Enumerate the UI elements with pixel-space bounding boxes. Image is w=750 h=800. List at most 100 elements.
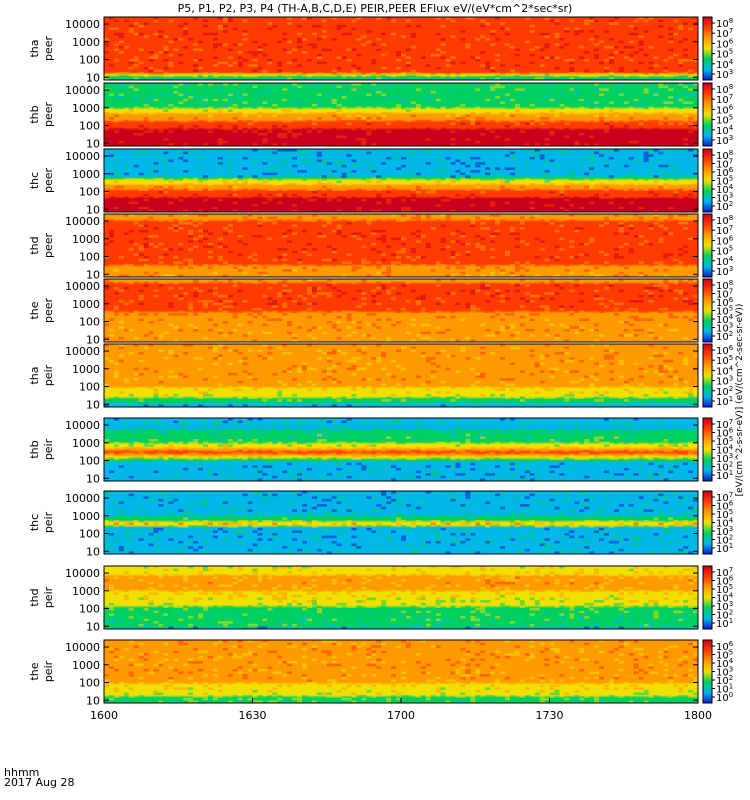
- y-tick-label: 10000: [65, 215, 100, 228]
- colorbar-tick-label: 105: [716, 175, 733, 188]
- colorbar-tick-label: 104: [716, 183, 734, 196]
- y-tick-label: 1000: [72, 36, 100, 49]
- spectrogram-texture: [104, 491, 698, 554]
- y-tick-label: 100: [79, 455, 100, 468]
- colorbar-tick-label: 105: [716, 305, 733, 318]
- colorbar-tick-label: 108: [716, 149, 733, 162]
- species-label: peer: [42, 298, 55, 324]
- spectrogram-texture: [104, 83, 698, 146]
- species-label: peer: [42, 36, 55, 62]
- colorbar: [702, 16, 713, 81]
- colorbar-tick-label: 102: [716, 385, 733, 398]
- species-label: peer: [42, 168, 55, 194]
- y-tick-label: 100: [79, 54, 100, 67]
- panel-frame: [103, 16, 699, 81]
- colorbar: [702, 639, 713, 704]
- colorbar-tick-label: 102: [716, 609, 733, 622]
- x-tick-label: 1730: [536, 709, 564, 722]
- spectrogram-texture: [104, 214, 698, 277]
- y-tick-label: 10: [86, 71, 100, 84]
- probe-label: thc: [28, 172, 41, 189]
- colorbar: [702, 343, 713, 408]
- y-tick-label: 100: [79, 677, 100, 690]
- species-label: peir: [42, 511, 55, 533]
- colorbar-tick-label: 105: [716, 354, 733, 367]
- colorbar-tick-label: 102: [716, 330, 733, 343]
- probe-label: tha: [28, 39, 41, 57]
- colorbar-tick-label: 103: [716, 134, 733, 147]
- y-tick-label: 10000: [65, 84, 100, 97]
- colorbar-tick-label: 107: [716, 418, 733, 431]
- x-tick-label: 1700: [387, 709, 415, 722]
- colorbar-tick-label: 107: [716, 224, 733, 237]
- colorbar-tick-label: 101: [716, 683, 733, 696]
- colorbar: [702, 490, 713, 555]
- probe-label: tha: [28, 366, 41, 384]
- panel-frame: [103, 417, 699, 482]
- colorbar-tick-label: 104: [716, 313, 734, 326]
- probe-label: thd: [28, 588, 41, 606]
- colorbar-tick-label: 106: [716, 103, 734, 116]
- colorbar-tick-label: 105: [716, 245, 733, 258]
- colorbar-tick-label: 105: [716, 48, 733, 61]
- probe-label: the: [28, 301, 41, 319]
- date-label: 2017 Aug 28: [4, 776, 75, 789]
- y-tick-label: 1000: [72, 298, 100, 311]
- y-tick-label: 1000: [72, 363, 100, 376]
- y-tick-label: 1000: [72, 233, 100, 246]
- colorbar-tick-label: 103: [716, 666, 733, 679]
- colorbar-tick-label: 104: [716, 58, 734, 71]
- colorbar-tick-label: 107: [716, 288, 733, 301]
- colorbar-tick-label: 103: [716, 525, 733, 538]
- panel-frame: [103, 343, 699, 408]
- probe-label: thb: [28, 105, 41, 123]
- species-label: peer: [42, 102, 55, 128]
- panel-frame: [103, 213, 699, 278]
- colorbar-tick-label: 102: [716, 534, 733, 547]
- panel-thd-peir: 10 100 1000 10000 thd peir 1071061051041031021…: [28, 565, 734, 633]
- colorbar-tick-label: 103: [716, 192, 733, 205]
- colorbar-tick-label: 101: [716, 617, 733, 630]
- y-tick-label: 100: [79, 528, 100, 541]
- colorbar-tick-label: 104: [716, 657, 734, 670]
- y-tick-label: 100: [79, 120, 100, 133]
- panel-frame: [103, 278, 699, 343]
- colorbar-tick-label: 102: [716, 200, 733, 213]
- colorbar-tick-label: 105: [716, 649, 733, 662]
- colorbar-tick-label: 105: [716, 583, 733, 596]
- spectrogram-texture: [104, 418, 698, 481]
- y-tick-label: 10: [86, 545, 100, 558]
- colorbar-unit-label: [eV/(cm^2-s-sr-eV)] (eV/(cm^2-sec-sr-eV)…: [735, 304, 745, 497]
- colorbar-tick-label: 106: [716, 296, 734, 309]
- y-tick-label: 1000: [72, 437, 100, 450]
- colorbar-tick-label: 106: [716, 427, 734, 440]
- y-tick-label: 1000: [72, 168, 100, 181]
- y-tick-label: 100: [79, 603, 100, 616]
- colorbar-tick-label: 101: [716, 542, 733, 555]
- y-tick-label: 10: [86, 694, 100, 707]
- spectrogram-texture: [104, 566, 698, 629]
- colorbar-tick-label: 103: [716, 68, 733, 81]
- colorbar-tick-label: 106: [716, 575, 734, 588]
- colorbar-tick-label: 107: [716, 27, 733, 40]
- colorbar-tick-label: 106: [716, 166, 734, 179]
- colorbar-tick-label: 105: [716, 435, 733, 448]
- colorbar-tick-label: 108: [716, 17, 733, 30]
- colorbar-tick-label: 103: [716, 600, 733, 613]
- colorbar-tick-label: 103: [716, 452, 733, 465]
- probe-label: the: [28, 662, 41, 680]
- colorbar-tick-label: 103: [716, 322, 733, 335]
- y-tick-label: 100: [79, 251, 100, 264]
- y-tick-label: 10: [86, 268, 100, 281]
- y-tick-label: 1000: [72, 585, 100, 598]
- colorbar-tick-label: 104: [716, 444, 734, 457]
- species-label: peer: [42, 233, 55, 259]
- spectrogram-texture: [104, 149, 698, 212]
- y-tick-label: 10: [86, 137, 100, 150]
